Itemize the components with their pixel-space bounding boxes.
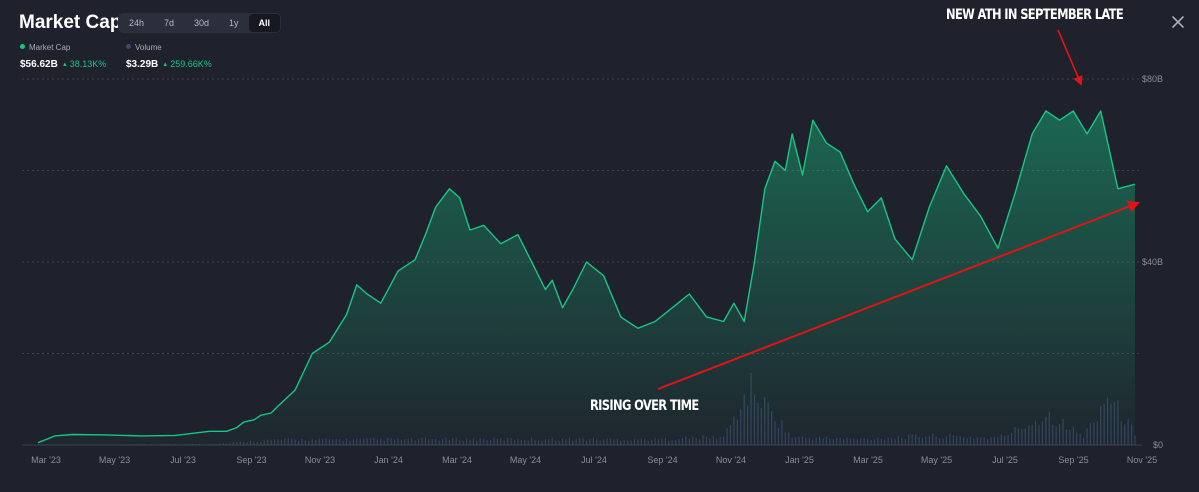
legend-market-cap[interactable]: Market Cap	[20, 43, 70, 53]
market-cap-line	[37, 110, 1136, 444]
x-axis-ticks: Mar '23 May '23 Jul '23 Sep '23 Nov '23 Jan '…	[31, 455, 1157, 465]
x-tick-label: Jul '25	[992, 455, 1018, 465]
x-tick-label: Mar '24	[442, 455, 472, 465]
x-tick-label: Sep '23	[236, 455, 266, 465]
tab-24h[interactable]: 24h	[128, 18, 145, 28]
volume-value: $3.29B	[126, 59, 159, 70]
y-tick-label: $80B	[1142, 74, 1163, 84]
stat-market-cap: $56.62B ▲ 38.13K%	[20, 58, 106, 72]
legend-label-volume: Volume	[135, 43, 162, 52]
y-axis-ticks: $0 $40B $80B	[1142, 74, 1163, 450]
close-button[interactable]	[1170, 14, 1186, 30]
legend-volume[interactable]: Volume	[126, 43, 162, 53]
legend-dot-volume	[126, 44, 131, 49]
tab-1y[interactable]: 1y	[229, 18, 239, 28]
trend-annotation: RISING OVER TIME	[590, 398, 699, 414]
market-cap-value: $56.62B	[20, 59, 58, 70]
x-tick-label: Mar '23	[31, 455, 61, 465]
x-tick-label: Jul '23	[170, 455, 196, 465]
tab-30d[interactable]: 30d	[194, 18, 210, 28]
market-cap-change: ▲ 38.13K%	[62, 59, 106, 69]
x-tick-label: Jul '24	[581, 455, 607, 465]
tab-all[interactable]: All	[248, 14, 281, 32]
market-cap-change-value: 38.13K%	[69, 59, 107, 69]
x-tick-label: May '23	[99, 455, 130, 465]
x-tick-label: Sep '25	[1058, 455, 1088, 465]
market-cap-area	[38, 111, 1135, 445]
x-tick-label: Jan '24	[374, 455, 403, 465]
trend-arrow	[657, 200, 1141, 390]
legend-dot-market-cap	[20, 44, 25, 49]
ath-arrow	[1057, 29, 1083, 86]
x-tick-label: Nov '23	[305, 455, 335, 465]
x-tick-label: May '24	[510, 455, 541, 465]
page-title: Market Cap	[19, 12, 122, 33]
y-tick-label: $0	[1153, 440, 1163, 450]
ath-annotation: NEW ATH IN SEPTEMBER LATE	[946, 7, 1124, 23]
legend-label-market-cap: Market Cap	[29, 43, 71, 52]
volume-change-value: 259.66K%	[170, 59, 212, 69]
x-tick-label: Nov '24	[716, 455, 746, 465]
range-tabs: 24h 7d 30d 1y All	[118, 13, 281, 33]
caret-up-icon: ▲	[162, 62, 169, 68]
x-tick-label: Mar '25	[853, 455, 883, 465]
close-icon	[1172, 16, 1184, 28]
x-tick-label: Jan '25	[785, 455, 814, 465]
x-tick-label: Nov '25	[1127, 455, 1157, 465]
stat-volume: $3.29B ▲ 259.66K%	[126, 58, 212, 72]
x-tick-label: Sep '24	[647, 455, 677, 465]
caret-up-icon: ▲	[61, 62, 68, 68]
y-tick-label: $40B	[1142, 257, 1163, 267]
volume-change: ▲ 259.66K%	[162, 59, 212, 69]
tab-7d[interactable]: 7d	[164, 18, 175, 28]
x-tick-label: May '25	[921, 455, 952, 465]
